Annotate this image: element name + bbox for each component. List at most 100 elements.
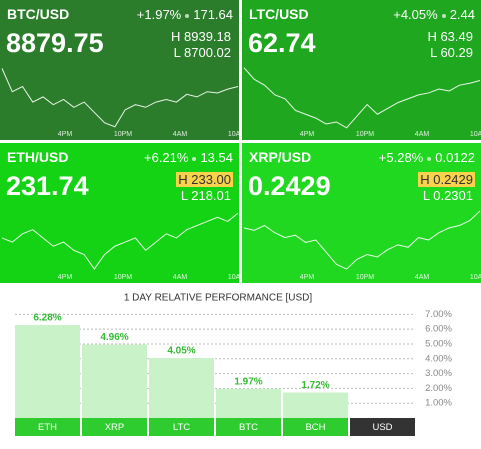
separator-dot bbox=[441, 13, 446, 18]
low: L 0.2301 bbox=[421, 188, 475, 203]
sparkline-area: 4PM 10PM 4AM 10AM bbox=[243, 67, 481, 138]
performance-chart: 1 DAY RELATIVE PERFORMANCE [USD] 1.00% 2.… bbox=[15, 293, 453, 436]
chart-title: 1 DAY RELATIVE PERFORMANCE [USD] bbox=[124, 293, 313, 304]
y-tick-label: 5.00% bbox=[425, 339, 452, 350]
time-label: 4AM bbox=[415, 131, 430, 138]
time-label: 10PM bbox=[114, 274, 132, 281]
time-label: 4AM bbox=[173, 274, 188, 281]
time-label: 10AM bbox=[470, 274, 481, 281]
price: 231.74 bbox=[6, 171, 89, 201]
value-label: 4.05% bbox=[167, 346, 195, 357]
change-absolute: 171.64 bbox=[193, 7, 233, 22]
change-percent: +4.05% bbox=[393, 7, 438, 22]
low-value: 8700.02 bbox=[184, 45, 231, 60]
y-tick-label: 1.00% bbox=[425, 398, 452, 409]
change-percent: +5.28% bbox=[378, 150, 424, 165]
low: L 218.01 bbox=[179, 188, 233, 203]
high-prefix: H bbox=[420, 172, 430, 187]
separator-dot bbox=[192, 156, 197, 161]
bar bbox=[216, 388, 281, 418]
high-value: 0.2429 bbox=[433, 172, 473, 187]
price: 0.2429 bbox=[248, 171, 331, 201]
bar bbox=[283, 392, 348, 418]
x-tick-label: ETH bbox=[38, 422, 57, 433]
low: L 60.29 bbox=[428, 45, 475, 60]
y-tick-label: 7.00% bbox=[425, 309, 452, 320]
change: +6.21% 13.54 bbox=[144, 150, 233, 165]
high-value: 8939.18 bbox=[184, 29, 231, 44]
y-tick-label: 6.00% bbox=[425, 324, 452, 335]
bar bbox=[82, 344, 147, 418]
change-absolute: 2.44 bbox=[449, 7, 475, 22]
pair-label: XRP/USD bbox=[249, 149, 312, 165]
ticker-tile: 4PM 10PM 4AM 10AM ETH/USD +6.21% 13.54 231.74 H … bbox=[0, 143, 239, 283]
separator-dot bbox=[185, 13, 190, 18]
low-prefix: L bbox=[430, 45, 437, 60]
pair-label: ETH/USD bbox=[7, 149, 69, 165]
time-label: 10PM bbox=[356, 274, 374, 281]
change-absolute: 13.54 bbox=[200, 150, 233, 165]
time-label: 4PM bbox=[300, 131, 315, 138]
change: +4.05% 2.44 bbox=[393, 7, 475, 22]
ticker-tile: 4PM 10PM 4AM 10AM LTC/USD +4.05% 2.44 62.74 H 63… bbox=[242, 0, 481, 140]
high-value: 63.49 bbox=[440, 29, 473, 44]
change-absolute: 0.0122 bbox=[435, 150, 475, 165]
time-label: 10PM bbox=[356, 131, 374, 138]
low-prefix: L bbox=[180, 188, 188, 203]
category-cell bbox=[216, 418, 281, 436]
time-label: 10AM bbox=[470, 131, 481, 138]
time-label: 10AM bbox=[228, 274, 239, 281]
sparkline bbox=[1, 68, 239, 128]
x-tick-label: BCH bbox=[305, 422, 325, 433]
ticker-tile: 4PM 10PM 4AM 10AM BTC/USD +1.97% 171.64 8879.75… bbox=[0, 0, 239, 140]
time-label: 4AM bbox=[173, 131, 188, 138]
x-tick-label: XRP bbox=[105, 422, 125, 433]
time-label: 10AM bbox=[228, 131, 239, 138]
value-label: 6.28% bbox=[33, 313, 61, 324]
category-cell bbox=[15, 418, 80, 436]
value-label: 1.72% bbox=[301, 380, 329, 391]
bar bbox=[149, 358, 214, 418]
sparkline-area: 4PM 10PM 4AM 10AM bbox=[243, 210, 481, 281]
sparkline bbox=[243, 210, 481, 270]
y-tick-label: 2.00% bbox=[425, 383, 452, 394]
sparkline bbox=[1, 212, 239, 270]
time-label: 4AM bbox=[415, 274, 430, 281]
x-tick-label: USD bbox=[372, 422, 392, 433]
high: H 0.2429 bbox=[418, 172, 475, 187]
low-prefix: L bbox=[422, 188, 430, 203]
x-tick-label: BTC bbox=[239, 422, 258, 433]
y-tick-label: 3.00% bbox=[425, 368, 452, 379]
low-prefix: L bbox=[173, 45, 181, 60]
high-value: 233.00 bbox=[191, 172, 231, 187]
category-cell bbox=[82, 418, 147, 436]
category-cell bbox=[350, 418, 415, 436]
sparkline-area: 4PM 10PM 4AM 10AM bbox=[1, 68, 239, 138]
change: +1.97% 171.64 bbox=[137, 7, 233, 22]
category-cell bbox=[149, 418, 214, 436]
time-label: 10PM bbox=[114, 131, 132, 138]
x-tick-label: LTC bbox=[173, 422, 190, 433]
high: H 233.00 bbox=[176, 172, 233, 187]
time-label: 4PM bbox=[58, 274, 73, 281]
pair-label: LTC/USD bbox=[249, 6, 309, 22]
sparkline-area: 4PM 10PM 4AM 10AM bbox=[1, 212, 239, 281]
high-prefix: H bbox=[170, 29, 181, 44]
change: +5.28% 0.0122 bbox=[379, 150, 475, 165]
time-label: 4PM bbox=[300, 274, 315, 281]
high: H 8939.18 bbox=[169, 29, 233, 44]
low-value: 60.29 bbox=[440, 45, 473, 60]
low: L 8700.02 bbox=[172, 45, 233, 60]
value-label: 4.96% bbox=[100, 332, 128, 343]
high-prefix: H bbox=[427, 29, 437, 44]
change-percent: +6.21% bbox=[144, 150, 189, 165]
high: H 63.49 bbox=[425, 29, 475, 44]
pair-label: BTC/USD bbox=[7, 6, 70, 22]
time-label: 4PM bbox=[58, 131, 73, 138]
y-tick-label: 4.00% bbox=[425, 353, 452, 364]
change-percent: +1.97% bbox=[136, 7, 182, 22]
ticker-tile: 4PM10PM4AM10AMXRP/USD+5.28%0.01220.2429H… bbox=[242, 143, 481, 283]
sparkline bbox=[243, 67, 481, 129]
low-value: 218.01 bbox=[191, 188, 231, 203]
